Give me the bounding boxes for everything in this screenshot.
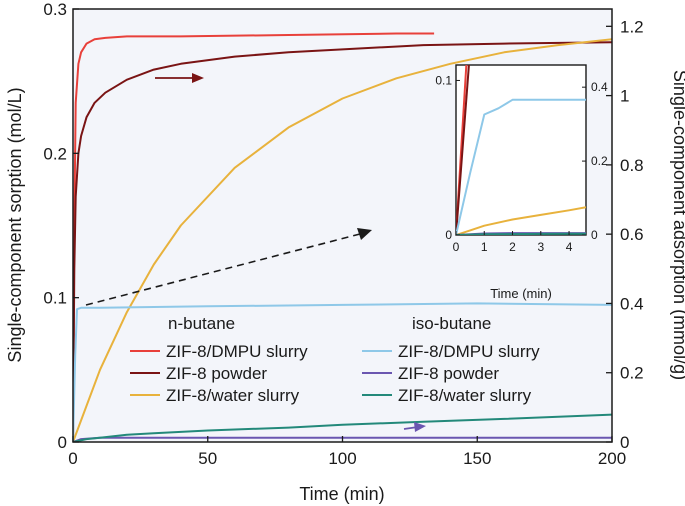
inset-series-group (456, 65, 586, 235)
inset-y2-tick-label-2: 0.4 (591, 80, 608, 94)
inset-y-tick-label-0: 0 (445, 228, 452, 242)
inset-x-tick-label-0: 0 (453, 240, 460, 254)
y2-tick-label-3: 0.6 (620, 225, 644, 244)
inset-series-line-2 (456, 206, 586, 235)
y2-tick-label-5: 1 (620, 87, 629, 106)
x-tick-label-4: 200 (598, 449, 626, 468)
inset-x-tick-label-1: 1 (481, 240, 488, 254)
x-tick-label-3: 150 (463, 449, 491, 468)
inset-series-line-0 (456, 65, 468, 235)
legend-label-n-water: ZIF-8/water slurry (166, 386, 300, 405)
y2-tick-label-0: 0 (620, 433, 629, 452)
y2-tick-label-2: 0.4 (620, 294, 644, 313)
y2-tick-label-1: 0.2 (620, 364, 644, 383)
main-series-group (73, 32, 612, 442)
series-line-0 (73, 32, 435, 442)
arrow-iso-butane-to-right-axis (403, 422, 426, 432)
series-line-2 (73, 38, 612, 442)
x-tick-label-2: 100 (328, 449, 356, 468)
legend-header-iso-butane: iso-butane (412, 314, 491, 333)
series-line-5 (73, 413, 612, 442)
legend-label-n-powder: ZIF-8 powder (166, 364, 267, 383)
series-line-1 (73, 41, 612, 442)
inset-x-tick-label-3: 3 (537, 240, 544, 254)
plot-frame (72, 8, 613, 443)
legend-label-iso-water: ZIF-8/water slurry (398, 386, 532, 405)
y2-tick-label-4: 0.8 (620, 156, 644, 175)
inset-x-tick-label-2: 2 (509, 240, 516, 254)
series-line-3 (73, 302, 612, 442)
x-axis-title: Time (min) (299, 484, 384, 504)
inset-y2-tick-label-0: 0 (591, 228, 598, 242)
arrow-zoom-to-inset (85, 228, 372, 306)
y-tick-label-0: 0 (58, 433, 67, 452)
arrow-n-butane-to-right-axis (155, 73, 204, 83)
legend-label-iso-powder: ZIF-8 powder (398, 364, 499, 383)
inset-series-line-1 (456, 65, 470, 235)
y2-tick-label-6: 1.2 (620, 17, 644, 36)
inset-x-tick-label-4: 4 (566, 240, 573, 254)
inset-x-axis-title: Time (min) (490, 286, 552, 301)
x-tick-label-0: 0 (68, 449, 77, 468)
inset-series-line-5 (456, 232, 586, 235)
inset-ticks-group: 0 1 2 3 4 0 0.1 0 0.2 0.4 (435, 73, 608, 254)
y-tick-label-3: 0.3 (43, 0, 67, 19)
x-tick-label-1: 50 (198, 449, 217, 468)
y-axis-title: Single-component sorption (mol/L) (5, 87, 25, 362)
legend-label-n-dmpu: ZIF-8/DMPU slurry (166, 342, 308, 361)
inset-series-line-3 (456, 98, 586, 235)
legend-header-n-butane: n-butane (168, 314, 235, 333)
inset-y2-tick-label-1: 0.2 (591, 154, 608, 168)
y-tick-label-2: 0.2 (43, 144, 67, 163)
legend-label-iso-dmpu: ZIF-8/DMPU slurry (398, 342, 540, 361)
legend: n-butane iso-butane ZIF-8/DMPU slurry ZI… (130, 314, 540, 405)
y-tick-label-1: 0.1 (43, 289, 67, 308)
y2-axis-title: Single-component adsorption (mmol/g) (670, 70, 685, 380)
inset-y-tick-label-1: 0.1 (435, 73, 452, 87)
